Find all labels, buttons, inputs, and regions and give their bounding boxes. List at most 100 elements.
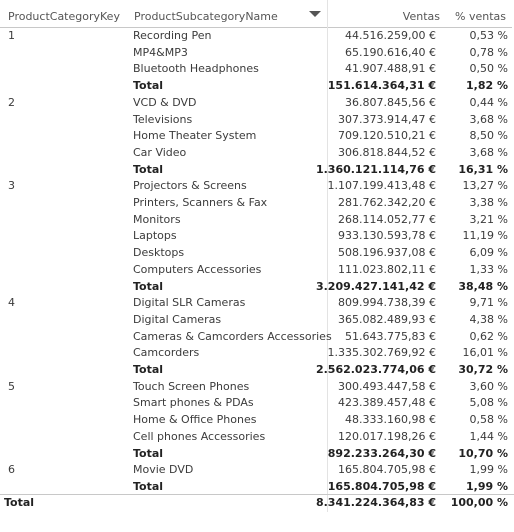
ventas-cell: 809.994.738,39 € (338, 296, 436, 310)
table-row[interactable]: Cameras & Camcorders Accessories 51.643.7… (0, 329, 514, 346)
grand-total-ventas: 8.341.224.364,83 € (315, 496, 436, 509)
pct-ventas-cell: 0,62 % (469, 329, 508, 343)
ventas-cell: 307.373.914,47 € (338, 112, 436, 126)
ventas-cell: 111.023.802,11 € (338, 262, 436, 276)
subcategory-cell: Projectors & Screens (133, 179, 247, 193)
subcategory-cell: VCD & DVD (133, 95, 197, 109)
table-row[interactable]: Cell phones Accessories 120.017.198,26 € 1… (0, 429, 514, 446)
pct-ventas-cell: 1,99 % (469, 463, 508, 477)
subcategory-cell: Cell phones Accessories (133, 429, 266, 443)
ventas-cell: 44.516.259,00 € (345, 29, 436, 42)
subcategory-cell: Total (133, 162, 164, 176)
table-row[interactable]: Televisions 307.373.914,47 € 3,68 % (0, 112, 514, 129)
ventas-cell: 709.120.510,21 € (338, 129, 436, 143)
pct-ventas-cell: 1,99 % (466, 479, 508, 493)
pct-ventas-cell: 3,68 % (469, 145, 508, 159)
subtotal-row[interactable]: Total 892.233.264,30 € 10,70 % (0, 446, 514, 463)
pct-ventas-cell: 1,82 % (466, 79, 508, 93)
pct-ventas-cell: 13,27 % (462, 179, 508, 193)
pct-ventas-cell: 8,50 % (469, 129, 508, 143)
ventas-cell: 36.807.845,56 € (345, 95, 436, 109)
pct-ventas-cell: 10,70 % (458, 446, 508, 460)
ventas-cell: 892.233.264,30 € (327, 446, 436, 460)
pct-ventas-cell: 30,72 % (458, 363, 508, 376)
ventas-cell: 423.389.457,48 € (338, 396, 436, 410)
ventas-cell: 120.017.198,26 € (338, 429, 436, 443)
pct-ventas-cell: 3,60 % (469, 379, 508, 393)
ventas-cell: 1.335.302.769,92 € (327, 346, 436, 360)
subcategory-cell: Home & Office Phones (133, 413, 257, 427)
grand-total-pct: 100,00 % (450, 496, 508, 509)
table-row[interactable]: 4 Digital SLR Cameras 809.994.738,39 € 9,71… (0, 295, 514, 312)
pct-ventas-cell: 9,71 % (469, 296, 508, 310)
pct-ventas-cell: 0,53 % (469, 29, 508, 42)
sort-descending-icon[interactable] (309, 11, 321, 17)
category-key-cell: 6 (8, 463, 15, 477)
table-row[interactable]: 3 Projectors & Screens 1.107.199.413,48 € 1… (0, 178, 514, 195)
ventas-cell: 3.209.427.141,42 € (315, 279, 436, 293)
pct-ventas-cell: 6,09 % (469, 246, 508, 260)
column-header-pct-ventas[interactable]: % ventas (446, 0, 512, 28)
column-divider (327, 0, 328, 512)
ventas-cell: 365.082.489,93 € (338, 312, 436, 326)
table-row[interactable]: Home & Office Phones 48.333.160,98 € 0,58 … (0, 412, 514, 429)
table-row[interactable]: Monitors 268.114.052,77 € 3,21 % (0, 212, 514, 229)
pct-ventas-cell: 16,01 % (462, 346, 508, 360)
table-row[interactable]: Car Video 306.818.844,52 € 3,68 % (0, 145, 514, 162)
subtotal-row[interactable]: Total 3.209.427.141,42 € 38,48 % (0, 279, 514, 296)
table-row[interactable]: 1 Recording Pen 44.516.259,00 € 0,53 % (0, 28, 514, 45)
pct-ventas-cell: 0,44 % (469, 95, 508, 109)
table-row[interactable]: 6 Movie DVD 165.804.705,98 € 1,99 % (0, 462, 514, 479)
ventas-cell: 165.804.705,98 € (338, 463, 436, 477)
table-row[interactable]: Camcorders 1.335.302.769,92 € 16,01 % (0, 345, 514, 362)
category-key-cell: 5 (8, 379, 15, 393)
subtotal-row[interactable]: Total 1.360.121.114,76 € 16,31 % (0, 162, 514, 179)
subcategory-cell: Touch Screen Phones (133, 379, 250, 393)
subcategory-cell: Total (133, 479, 164, 493)
subcategory-cell: Desktops (133, 246, 185, 260)
subtotal-row[interactable]: Total 2.562.023.774,06 € 30,72 % (0, 362, 514, 379)
grand-total-divider (0, 494, 514, 495)
pct-ventas-cell: 1,33 % (469, 262, 508, 276)
column-header-productcategorykey[interactable]: ProductCategoryKey (0, 0, 128, 28)
ventas-cell: 151.614.364,31 € (327, 79, 436, 93)
table-row[interactable]: Smart phones & PDAs 423.389.457,48 € 5,08 … (0, 395, 514, 412)
ventas-cell: 65.190.616,40 € (345, 45, 436, 59)
table-row[interactable]: Computers Accessories 111.023.802,11 € 1,3… (0, 262, 514, 279)
category-key-cell: 4 (8, 296, 15, 310)
table-row[interactable]: 2 VCD & DVD 36.807.845,56 € 0,44 % (0, 95, 514, 112)
table-row[interactable]: Desktops 508.196.937,08 € 6,09 % (0, 245, 514, 262)
column-header-productsubcategoryname[interactable]: ProductSubcategoryName (128, 0, 328, 28)
subtotal-row[interactable]: Total 151.614.364,31 € 1,82 % (0, 78, 514, 95)
subcategory-cell: Televisions (133, 112, 193, 126)
table-row[interactable]: MP4&MP3 65.190.616,40 € 0,78 % (0, 45, 514, 62)
subtotal-row[interactable]: Total 165.804.705,98 € 1,99 % (0, 479, 514, 496)
subcategory-cell: MP4&MP3 (133, 45, 188, 59)
ventas-cell: 41.907.488,91 € (345, 62, 436, 76)
pct-ventas-cell: 0,58 % (469, 413, 508, 427)
table-row[interactable]: Printers, Scanners & Fax 281.762.342,20 €… (0, 195, 514, 212)
grand-total-row: Total 8.341.224.364,83 € 100,00 % (0, 495, 514, 512)
pct-ventas-cell: 16,31 % (458, 162, 508, 176)
table-row[interactable]: Home Theater System 709.120.510,21 € 8,50 … (0, 128, 514, 145)
subcategory-cell: Total (133, 279, 164, 293)
table-row[interactable]: Bluetooth Headphones 41.907.488,91 € 0,50 … (0, 61, 514, 78)
ventas-cell: 508.196.937,08 € (338, 246, 436, 260)
ventas-cell: 300.493.447,58 € (338, 379, 436, 393)
category-key-cell: 2 (8, 95, 15, 109)
subcategory-cell: Digital SLR Cameras (133, 296, 246, 310)
pct-ventas-cell: 3,68 % (469, 112, 508, 126)
subcategory-cell: Bluetooth Headphones (133, 62, 259, 76)
table-row[interactable]: Digital Cameras 365.082.489,93 € 4,38 % (0, 312, 514, 329)
table-row[interactable]: 5 Touch Screen Phones 300.493.447,58 € 3,60… (0, 379, 514, 396)
column-header-ventas[interactable]: Ventas (328, 0, 446, 28)
ventas-cell: 281.762.342,20 € (338, 196, 436, 209)
pct-ventas-cell: 0,78 % (469, 45, 508, 59)
pct-ventas-cell: 3,21 % (469, 212, 508, 226)
pct-ventas-cell: 5,08 % (469, 396, 508, 410)
subcategory-cell: Laptops (133, 229, 177, 243)
pct-ventas-cell: 1,44 % (469, 429, 508, 443)
subcategory-cell: Smart phones & PDAs (133, 396, 254, 410)
table-row[interactable]: Laptops 933.130.593,78 € 11,19 % (0, 228, 514, 245)
